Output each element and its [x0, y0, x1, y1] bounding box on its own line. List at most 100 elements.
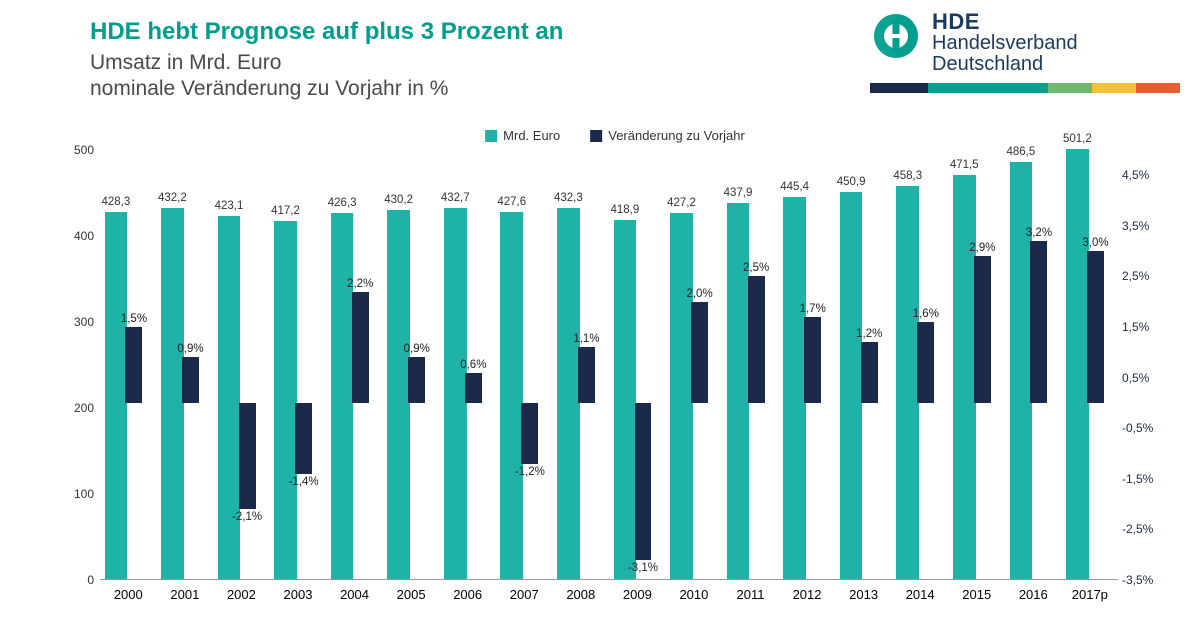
revenue-value-label: 458,3 [893, 170, 922, 182]
change-value-label: 1,6% [913, 308, 939, 320]
y2-tick-label: 2,5% [1122, 269, 1170, 283]
revenue-bar [1010, 162, 1033, 580]
change-value-label: -1,2% [515, 466, 545, 478]
bar-group: 432,20,9%2001 [157, 150, 214, 580]
change-bar [1030, 241, 1047, 403]
revenue-value-label: 471,5 [950, 159, 979, 171]
change-bar [861, 342, 878, 403]
bar-group: 427,22,0%2010 [666, 150, 723, 580]
change-value-label: -2,1% [232, 511, 262, 523]
brand-palette-bar [870, 83, 1180, 93]
change-bar [917, 322, 934, 403]
x-tick-label: 2004 [340, 587, 369, 602]
revenue-bar [727, 203, 750, 580]
revenue-bar [274, 221, 297, 580]
logo-text: HDE Handelsverband Deutschland [932, 10, 1078, 75]
revenue-value-label: 432,7 [441, 192, 470, 204]
y1-tick-label: 300 [60, 315, 94, 329]
bar-group: 432,31,1%2008 [553, 150, 610, 580]
revenue-value-label: 432,3 [554, 192, 583, 204]
revenue-bar [444, 208, 467, 580]
revenue-value-label: 450,9 [837, 176, 866, 188]
legend-series-change: Veränderung zu Vorjahr [590, 128, 745, 143]
revenue-bar [670, 213, 693, 580]
change-value-label: 1,2% [856, 328, 882, 340]
bar-group: 486,53,2%2016 [1005, 150, 1062, 580]
x-tick-label: 2010 [679, 587, 708, 602]
revenue-bar [953, 175, 976, 580]
change-value-label: 2,9% [969, 242, 995, 254]
revenue-value-label: 428,3 [101, 196, 130, 208]
change-value-label: 0,9% [404, 343, 430, 355]
y1-tick-label: 100 [60, 487, 94, 501]
bar-group: 426,32,2%2004 [326, 150, 383, 580]
revenue-value-label: 430,2 [384, 194, 413, 206]
bar-group: 430,20,9%2005 [383, 150, 440, 580]
bar-group: 445,41,7%2012 [779, 150, 836, 580]
revenue-bar [331, 213, 354, 580]
revenue-bar [500, 212, 523, 580]
y1-tick-label: 400 [60, 229, 94, 243]
revenue-value-label: 432,2 [158, 192, 187, 204]
bar-group: 458,31,6%2014 [892, 150, 949, 580]
bar-group: 432,70,6%2006 [439, 150, 496, 580]
x-tick-label: 2001 [170, 587, 199, 602]
y2-tick-label: 4,5% [1122, 168, 1170, 182]
change-value-label: 1,5% [121, 313, 147, 325]
change-bar [804, 317, 821, 403]
revenue-bar [896, 186, 919, 580]
bar-group: 418,9-3,1%2009 [609, 150, 666, 580]
x-tick-label: 2013 [849, 587, 878, 602]
y2-tick-label: -1,5% [1122, 472, 1170, 486]
change-bar [239, 403, 256, 509]
change-bar [1087, 251, 1104, 403]
change-bar [974, 256, 991, 403]
change-bar [691, 302, 708, 403]
revenue-bar [783, 197, 806, 580]
bar-group: 427,6-1,2%2007 [496, 150, 553, 580]
x-tick-label: 2000 [114, 587, 143, 602]
change-bar [125, 327, 142, 403]
x-tick-label: 2012 [793, 587, 822, 602]
bar-group: 437,92,5%2011 [722, 150, 779, 580]
legend-series-revenue: Mrd. Euro [485, 128, 560, 143]
x-tick-label: 2014 [906, 587, 935, 602]
x-tick-label: 2003 [284, 587, 313, 602]
revenue-value-label: 501,2 [1063, 133, 1092, 145]
bar-group: 417,2-1,4%2003 [270, 150, 327, 580]
change-bar [352, 292, 369, 403]
x-tick-label: 2015 [962, 587, 991, 602]
revenue-bar [557, 208, 580, 580]
y2-tick-label: 3,5% [1122, 219, 1170, 233]
change-bar [578, 347, 595, 403]
bar-group: 423,1-2,1%2002 [213, 150, 270, 580]
bar-group: 450,91,2%2013 [835, 150, 892, 580]
revenue-value-label: 445,4 [780, 181, 809, 193]
revenue-bar [218, 216, 241, 580]
bar-group: 471,52,9%2015 [948, 150, 1005, 580]
change-value-label: -1,4% [289, 476, 319, 488]
change-bar [748, 276, 765, 402]
hde-logo: HDE Handelsverband Deutschland [870, 10, 1180, 93]
change-value-label: 3,0% [1082, 237, 1108, 249]
revenue-chart: Mrd. Euro Veränderung zu Vorjahr 428,3 1,… [60, 130, 1170, 610]
y2-tick-label: 1,5% [1122, 320, 1170, 334]
change-bar [408, 357, 425, 403]
y2-tick-label: -0,5% [1122, 421, 1170, 435]
chart-legend: Mrd. Euro Veränderung zu Vorjahr [485, 128, 745, 143]
revenue-bar [105, 212, 128, 580]
revenue-value-label: 437,9 [724, 187, 753, 199]
revenue-bar [161, 208, 184, 580]
revenue-bar [387, 210, 410, 580]
change-bar [521, 403, 538, 464]
x-tick-label: 2007 [510, 587, 539, 602]
x-tick-label: 2002 [227, 587, 256, 602]
x-tick-label: 2011 [736, 587, 764, 602]
x-axis-line [100, 579, 1118, 580]
change-bar [295, 403, 312, 474]
y2-tick-label: -2,5% [1122, 522, 1170, 536]
revenue-bar [840, 192, 863, 580]
x-tick-label: 2017p [1072, 587, 1108, 602]
revenue-value-label: 423,1 [215, 200, 244, 212]
change-value-label: 1,7% [800, 303, 826, 315]
